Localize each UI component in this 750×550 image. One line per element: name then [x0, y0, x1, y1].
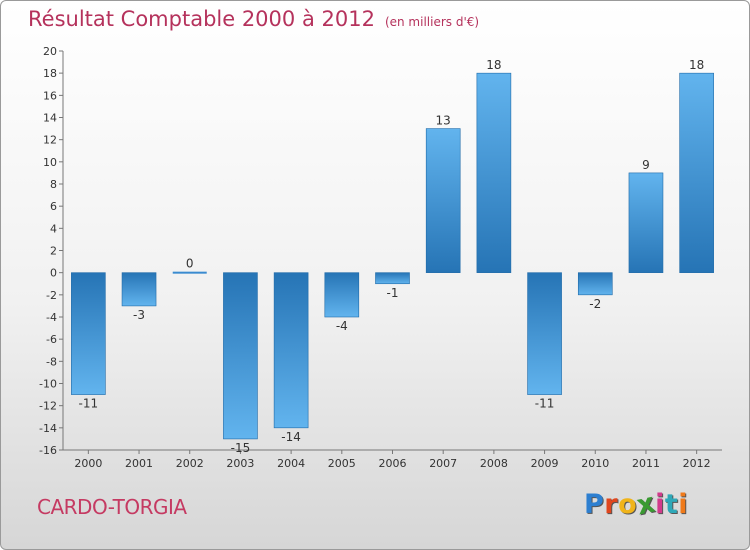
y-tick-label: 8: [50, 178, 57, 191]
x-tick-label: 2000: [74, 457, 102, 470]
bar[interactable]: [375, 272, 410, 285]
x-tick-label: 2003: [226, 457, 254, 470]
bar-value-label: 9: [642, 158, 650, 172]
x-tick-label: 2004: [277, 457, 305, 470]
x-tick-label: 2009: [531, 457, 559, 470]
bar[interactable]: [71, 272, 106, 395]
bar[interactable]: [121, 272, 157, 307]
x-tick-label: 2008: [480, 457, 508, 470]
bar-value-label: -3: [133, 308, 145, 322]
chart-title-text: Résultat Comptable 2000 à 2012: [28, 7, 375, 31]
bar[interactable]: [273, 272, 309, 429]
bar[interactable]: [172, 271, 207, 274]
bar-value-label: 18: [486, 58, 501, 72]
logo-letter: t: [664, 489, 679, 520]
bar-value-label: -11: [79, 397, 99, 411]
y-tick-label: -14: [39, 422, 57, 435]
bar-chart: -16-14-12-10-8-6-4-202468101214161820200…: [39, 45, 722, 470]
chart-title: Résultat Comptable 2000 à 2012 (en millie…: [28, 7, 479, 31]
logo-letter: i: [678, 489, 689, 520]
y-tick-label: -16: [39, 444, 57, 457]
bar-value-label: -2: [589, 297, 601, 311]
bar-value-label: -4: [336, 319, 348, 333]
bar-value-label: -1: [387, 286, 399, 300]
y-tick-label: 20: [43, 45, 57, 58]
y-tick-label: -10: [39, 378, 57, 391]
bar-value-label: 18: [689, 58, 704, 72]
y-tick-label: 0: [50, 267, 57, 280]
bar[interactable]: [679, 72, 714, 273]
y-tick-label: -8: [46, 355, 57, 368]
bar[interactable]: [476, 72, 512, 273]
x-tick-label: 2005: [328, 457, 356, 470]
x-tick-label: 2007: [429, 457, 457, 470]
y-tick-label: -2: [46, 289, 57, 302]
y-tick-label: -6: [46, 333, 57, 346]
logo-letter: i: [655, 489, 665, 520]
bar[interactable]: [577, 272, 613, 296]
bar[interactable]: [527, 272, 562, 395]
bar-value-label: 13: [436, 114, 451, 128]
bar[interactable]: [425, 128, 461, 273]
x-tick-label: 2010: [581, 457, 609, 470]
town-name: CARDO-TORGIA: [37, 495, 187, 519]
y-tick-label: 12: [43, 134, 57, 147]
bar-value-label: -11: [535, 397, 555, 411]
proxiti-logo[interactable]: Proxiti: [584, 487, 689, 521]
x-tick-label: 2002: [176, 457, 204, 470]
y-tick-label: -4: [46, 311, 57, 324]
bar-value-label: -14: [281, 430, 301, 444]
y-tick-label: 14: [43, 112, 57, 125]
bar[interactable]: [324, 272, 360, 318]
bar[interactable]: [628, 172, 664, 273]
y-tick-label: 2: [50, 245, 57, 258]
logo-letter: P: [584, 489, 605, 520]
bar-value-label: -15: [231, 441, 251, 455]
logo-letter: r: [604, 489, 619, 520]
bar-value-label: 0: [186, 257, 194, 271]
x-tick-label: 2006: [379, 457, 407, 470]
y-tick-label: 4: [50, 222, 57, 235]
bar[interactable]: [223, 272, 258, 440]
y-tick-label: 6: [50, 200, 57, 213]
y-tick-label: 10: [43, 156, 57, 169]
logo-letter: o: [618, 489, 638, 520]
x-tick-label: 2012: [683, 457, 711, 470]
y-tick-label: 18: [43, 67, 57, 80]
y-tick-label: 16: [43, 89, 57, 102]
y-tick-label: -12: [39, 400, 57, 413]
chart-subtitle: (en milliers d'€): [384, 15, 480, 29]
x-tick-label: 2001: [125, 457, 153, 470]
x-tick-label: 2011: [632, 457, 660, 470]
